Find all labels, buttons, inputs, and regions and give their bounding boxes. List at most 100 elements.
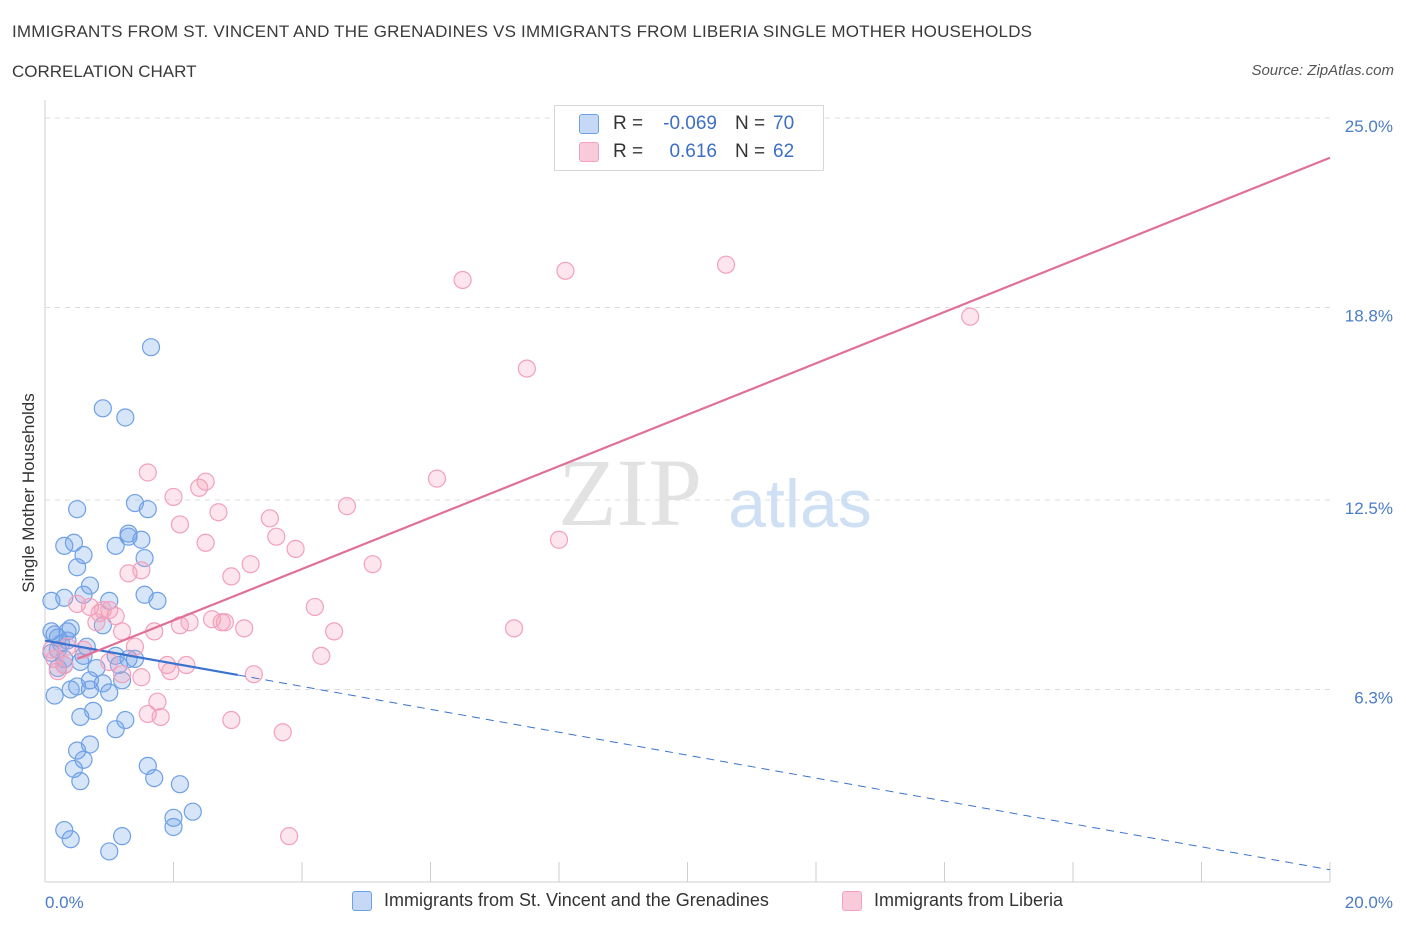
point-liberia [132,561,151,580]
point-liberia [241,555,260,574]
y-tick-label: 18.8% [1345,306,1393,325]
y-axis-label: Single Mother Households [19,393,38,592]
point-stvincent [164,808,183,827]
point-liberia [549,530,569,549]
point-stvincent [64,533,84,552]
point-stvincent [138,500,157,519]
point-stvincent [183,802,202,821]
point-liberia [325,622,344,641]
trend-line-stvincent [44,639,238,677]
point-liberia [235,619,254,638]
point-stvincent [68,500,87,519]
point-liberia [716,255,736,274]
point-liberia [55,655,74,675]
point-liberia [112,665,132,684]
legend-r-label: R = [613,113,644,134]
legend-r-value: -0.069 [663,113,717,134]
point-liberia [273,723,292,742]
point-liberia [312,646,331,665]
point-stvincent [80,735,100,754]
legend-n-value: 62 [773,141,795,162]
point-liberia [305,597,324,617]
point-liberia [504,619,524,638]
point-liberia [132,668,151,687]
grid-lines [45,117,1330,690]
point-liberia [363,555,382,574]
series-name-liberia: Immigrants from Liberia [874,890,1064,910]
series-legend-liberia: Immigrants from Liberia [842,890,1063,911]
point-stvincent [116,408,135,427]
point-stvincent [45,686,64,705]
point-liberia [151,707,170,727]
point-stvincent [164,817,183,837]
series-legend-stvincent: Immigrants from St. Vincent and the Gren… [352,890,769,911]
point-stvincent [58,622,77,641]
point-stvincent [116,710,135,730]
series-name-stvincent: Immigrants from St. Vincent and the Gren… [384,890,769,910]
point-stvincent [93,399,112,418]
point-liberia [170,515,190,534]
legend-swatch-blue [579,114,599,134]
point-liberia [148,692,167,711]
correlation-legend: R = -0.069 N = 70 R = 0.616 N = 62 [554,105,824,171]
point-stvincent [106,720,125,739]
trend-line-stvincent-projection [237,674,1331,871]
point-liberia [453,270,472,290]
point-liberia [556,261,575,280]
legend-r-value: 0.616 [669,141,717,162]
point-stvincent [100,591,119,610]
point-liberia [222,710,241,730]
point-liberia [196,472,215,491]
y-tick-label: 6.3% [1354,688,1393,707]
point-liberia [125,637,145,656]
axes [44,100,1331,883]
y-tick-label: 12.5% [1345,499,1393,518]
legend-swatch-pink [579,142,599,162]
point-liberia [161,662,180,681]
point-liberia [222,567,241,586]
point-stvincent [71,772,90,791]
point-liberia [244,665,263,684]
point-liberia [260,509,279,528]
point-stvincent [74,545,93,565]
point-liberia [164,487,183,507]
x-tick-label-right: 20.0% [1345,893,1393,912]
point-liberia [961,307,980,326]
point-stvincent [100,683,119,702]
series-swatch-pink [842,890,862,911]
point-stvincent [74,750,93,769]
y-tick-labels: 6.3% 12.5% 18.8% 25.0% [1345,117,1393,707]
point-liberia [100,652,119,672]
x-tick-label-left: 0.0% [45,893,84,912]
point-stvincent [112,671,132,690]
point-liberia [267,527,286,546]
point-liberia [215,613,234,632]
watermark-atlas: atlas [728,466,872,542]
point-stvincent [100,842,119,861]
legend-r-label: R = [613,141,644,162]
point-liberia [196,533,215,552]
point-liberia [517,359,536,378]
point-stvincent [112,827,132,846]
point-stvincent [84,701,103,720]
point-stvincent [145,768,164,788]
point-stvincent [93,674,112,693]
point-liberia [427,469,447,488]
point-stvincent [170,775,190,794]
point-liberia [286,539,305,558]
point-stvincent [80,576,100,595]
y-tick-label: 25.0% [1345,117,1393,136]
chart-subtitle: CORRELATION CHART [12,62,197,81]
legend-row-liberia: R = 0.616 N = 62 [579,140,794,164]
watermark-zip: ZIP [558,439,702,546]
chart-title: IMMIGRANTS FROM ST. VINCENT AND THE GREN… [12,22,1033,41]
point-stvincent [61,830,80,849]
watermark: ZIP atlas [558,439,872,546]
legend-n-label: N = [735,141,766,162]
trend-lines [44,156,1331,871]
legend-n-value: 70 [773,113,795,134]
point-liberia [106,607,125,626]
point-liberia [138,463,157,482]
point-liberia [209,503,228,522]
legend-n-label: N = [735,113,766,134]
